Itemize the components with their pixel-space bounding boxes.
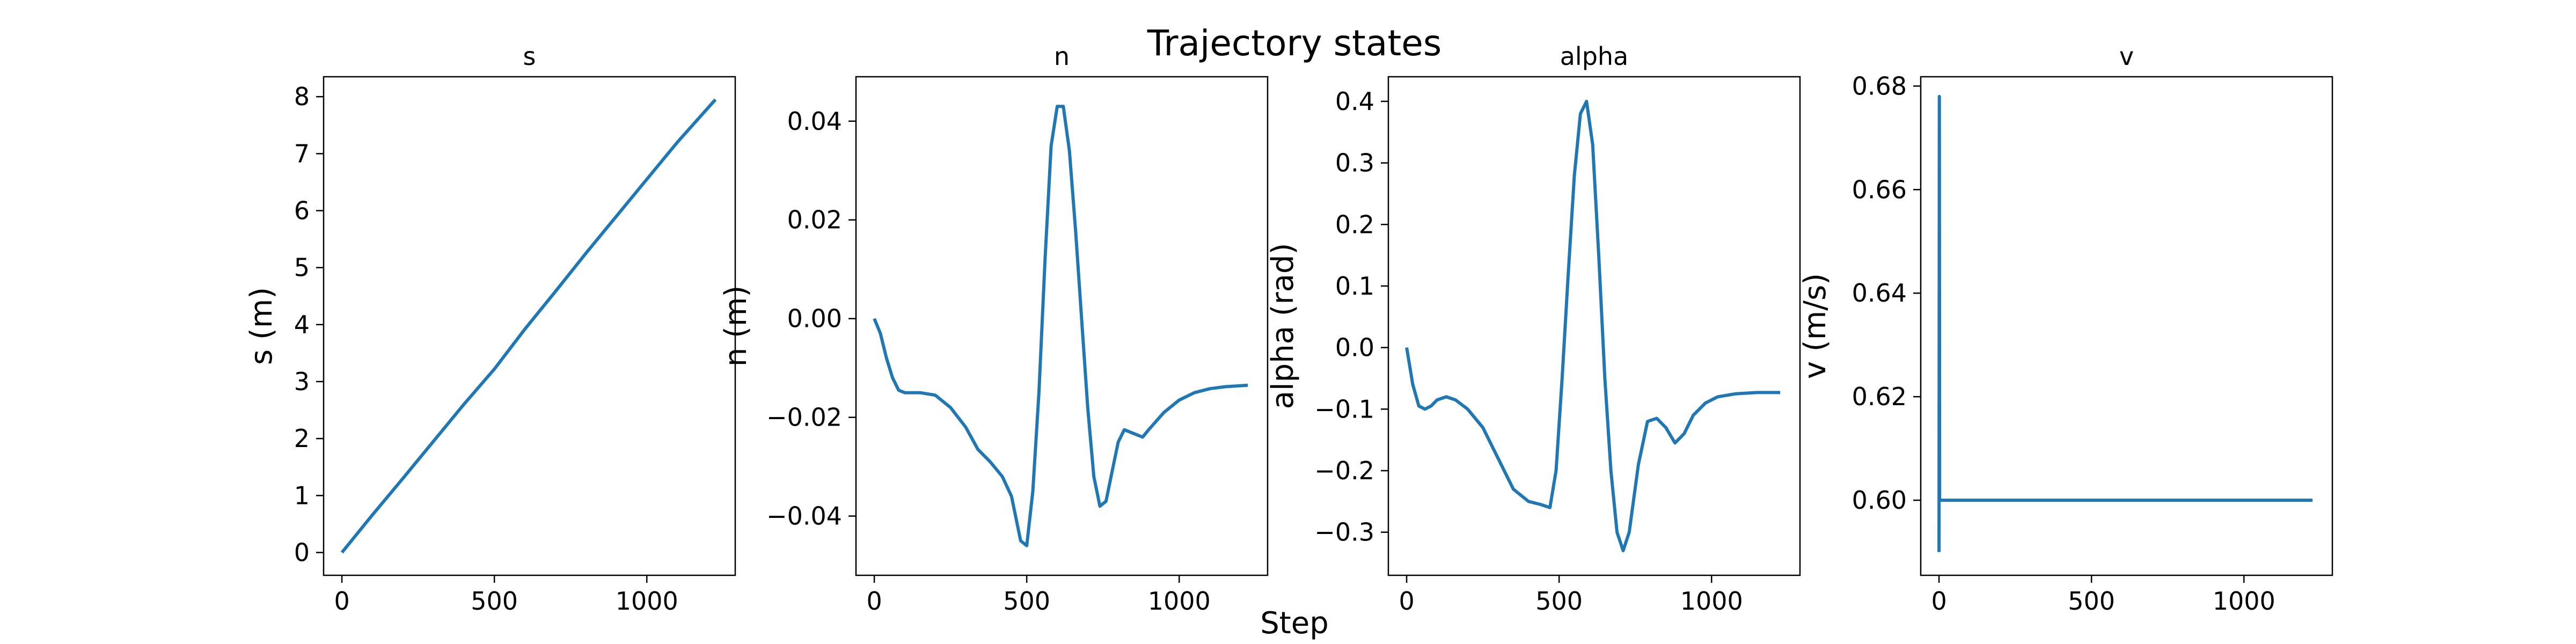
y-tick-label: 6: [294, 196, 310, 225]
y-tick-label: 0.0: [1335, 333, 1374, 362]
series-line-s: [340, 98, 717, 554]
series-line-alpha: [1405, 99, 1781, 553]
x-tick-label: 500: [1003, 587, 1050, 616]
subplot-title: s: [523, 42, 536, 71]
y-tick-label: 0.00: [787, 304, 842, 333]
axes-frame: [855, 76, 1269, 576]
y-tick-label: 0.62: [1852, 382, 1907, 411]
y-tick-label: 5: [294, 253, 310, 282]
x-tick-label: 1000: [2213, 587, 2275, 616]
x-tick-label: 1000: [616, 587, 678, 616]
y-tick-label: 0.60: [1852, 486, 1907, 515]
x-tick-label: 1000: [1148, 587, 1211, 616]
y-axis-label: alpha (rad): [1265, 243, 1300, 409]
subplot-n: n 0 500 1000 0.04 0.02 0.00 −0.02 −0.04 n (m): [719, 42, 1269, 616]
y-tick-label: −0.04: [766, 502, 842, 531]
panels: s 0 500 1000 0 1 2 3 4 5 6 7 8 s (m) n 0 500 1000 0.04 0.02…: [244, 42, 2333, 616]
x-tick-label: 500: [1535, 587, 1583, 616]
x-tick-label: 0: [1931, 587, 1946, 616]
x-tick-label: 0: [866, 587, 882, 616]
axes-frame: [1387, 76, 1801, 576]
x-tick-label: 0: [1399, 587, 1414, 616]
x-tick-label: 500: [2068, 587, 2115, 616]
y-tick-label: −0.02: [766, 403, 842, 432]
y-tick-label: 0: [294, 538, 310, 567]
series-line-n: [873, 105, 1248, 547]
x-tick-label: 0: [334, 587, 349, 616]
y-tick-label: 0.02: [787, 206, 842, 235]
subplot-title: alpha: [1560, 42, 1629, 71]
subplot-title: v: [2119, 42, 2134, 71]
axes-frame: [1920, 76, 2333, 576]
x-tick-label: 1000: [1680, 587, 1743, 616]
axes-frame: [323, 76, 736, 576]
subplot-s: s 0 500 1000 0 1 2 3 4 5 6 7 8 s (m): [244, 42, 736, 616]
y-tick-label: 1: [294, 481, 310, 510]
y-tick-label: 0.2: [1335, 210, 1374, 239]
subplot-v: v 0 500 1000 0.68 0.66 0.64 0.62 0.60 v (m/s): [1798, 42, 2333, 616]
y-tick-label: 8: [294, 82, 310, 111]
y-tick-label: 0.4: [1335, 87, 1374, 116]
x-tick-label: 500: [471, 587, 518, 616]
y-tick-label: 0.3: [1335, 149, 1374, 178]
y-tick-label: 0.04: [787, 107, 842, 136]
y-tick-label: −0.1: [1314, 394, 1374, 423]
y-tick-label: 0.68: [1852, 71, 1907, 100]
y-tick-label: 0.64: [1852, 279, 1907, 308]
figure-title: Trajectory states: [1147, 23, 1441, 64]
y-tick-label: 0.1: [1335, 272, 1374, 301]
y-tick-label: −0.2: [1314, 456, 1374, 485]
figure-xlabel: Step: [1260, 606, 1329, 641]
y-axis-label: s (m): [244, 287, 279, 365]
subplot-title: n: [1054, 42, 1070, 71]
y-axis-label: v (m/s): [1798, 273, 1833, 379]
y-tick-label: 2: [294, 424, 310, 453]
series-line-v: [1937, 94, 2313, 552]
y-axis-label: n (m): [719, 286, 753, 367]
y-tick-label: 0.66: [1852, 175, 1907, 204]
subplot-alpha: alpha 0 500 1000 0.4 0.3 0.2 0.1 0.0 −0.1 −0.2 −0.3…: [1265, 42, 1801, 616]
y-tick-label: 4: [294, 310, 310, 339]
y-tick-label: 7: [294, 139, 310, 168]
y-tick-label: 3: [294, 367, 310, 396]
y-tick-label: −0.3: [1314, 518, 1374, 547]
